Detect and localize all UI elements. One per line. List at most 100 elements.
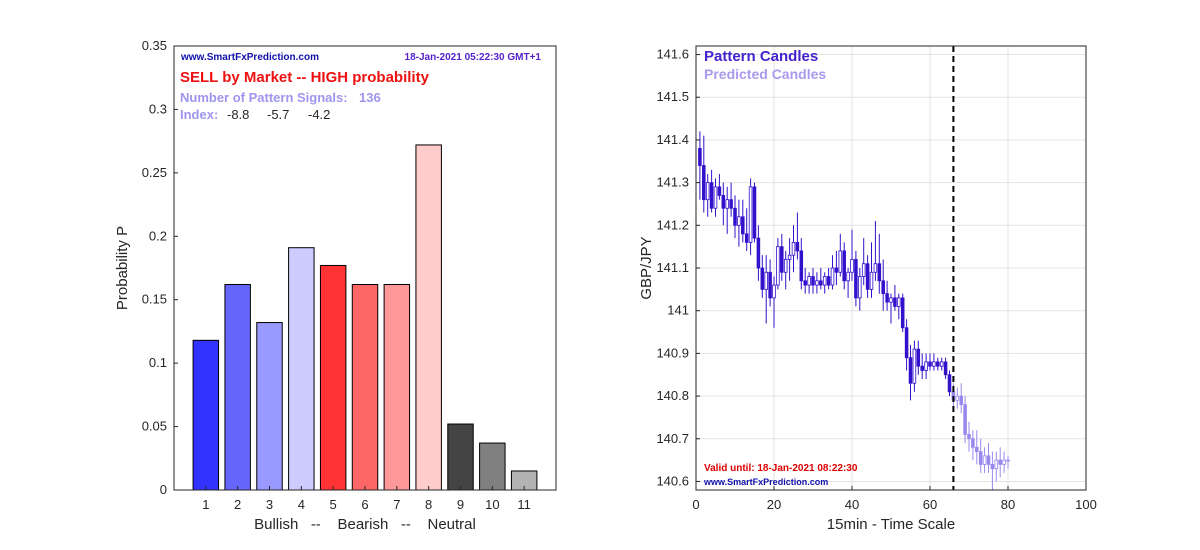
candle-body <box>725 199 729 209</box>
y-tick-label: 141.1 <box>656 260 689 275</box>
left-x-ticks: 1 2 3 4 5 6 7 8 9 10 11 <box>202 486 531 512</box>
y-tick-label: 140.8 <box>656 388 689 403</box>
bar-series <box>192 144 538 491</box>
candle-body <box>897 297 901 307</box>
candle-body <box>939 361 944 367</box>
x-tick-label-9: 9 <box>457 497 464 512</box>
candle-body <box>971 438 975 448</box>
x-tick-label-2: 2 <box>234 497 241 512</box>
pattern-candles <box>698 131 952 401</box>
candle-body <box>943 361 948 376</box>
y-tick-label: 141.5 <box>656 89 689 104</box>
candle-body <box>787 254 792 260</box>
candle-body <box>928 361 932 367</box>
x-tick-label-5: 5 <box>330 497 337 512</box>
candle-body <box>975 446 979 452</box>
candle-body <box>834 267 839 273</box>
bar-6 <box>351 283 379 491</box>
candle-body <box>799 250 804 282</box>
candle-body <box>924 361 928 371</box>
site-annotation: www.SmartFxPrediction.com <box>180 52 319 63</box>
candle-body <box>803 280 807 286</box>
candle-body <box>865 263 870 290</box>
signal-annotation: SELL by Market -- HIGH probability <box>180 69 430 86</box>
x-tick-label: 100 <box>1075 497 1097 512</box>
x-tick-label-8: 8 <box>425 497 432 512</box>
y-tick-label: 141.6 <box>656 47 689 62</box>
candle-body <box>986 455 991 465</box>
candle-body <box>959 395 963 406</box>
valid-until-annotation: Valid until: 18-Jan-2021 08:22:30 <box>704 463 858 474</box>
candle-body <box>1002 459 1006 465</box>
x-tick-label: 60 <box>923 497 937 512</box>
y-tick-label: 141.3 <box>656 175 689 190</box>
left-x-axis-label: Bullish -- Bearish -- Neutral <box>254 516 476 533</box>
y-tick-label: 0.2 <box>149 228 167 243</box>
candle-body <box>791 241 796 256</box>
right-y-axis-label: GBP/JPY <box>638 236 655 299</box>
candle-body <box>1006 459 1010 462</box>
candle-body <box>819 280 823 286</box>
candle-body <box>807 276 811 286</box>
y-tick-label: 0.3 <box>149 101 167 116</box>
candle-body <box>705 182 710 201</box>
candle-body <box>908 357 913 384</box>
x-tick-label: 40 <box>845 497 859 512</box>
candle-body <box>822 276 827 286</box>
bar-5 <box>319 264 347 491</box>
right-plot-frame <box>695 45 1087 491</box>
legend-pattern-candles: Pattern Candles <box>704 48 818 65</box>
candle-body <box>873 263 878 273</box>
bar-9 <box>447 423 474 491</box>
y-tick-label: 0.1 <box>149 355 167 370</box>
candle-body <box>990 463 995 470</box>
y-tick-label: 0.05 <box>142 419 167 434</box>
candle-body <box>838 250 843 273</box>
candle-body <box>768 271 772 299</box>
x-tick-label-3: 3 <box>266 497 273 512</box>
right-x-ticks: 0 20 40 60 80 100 <box>692 486 1097 512</box>
y-tick-label: 0 <box>160 482 167 497</box>
bar-8 <box>415 144 442 491</box>
timestamp-annotation: 18-Jan-2021 05:22:30 GMT+1 <box>405 52 542 63</box>
candle-body <box>713 186 718 209</box>
candle-body <box>721 195 726 209</box>
right-site-annotation: www.SmartFxPrediction.com <box>703 477 828 487</box>
x-tick-label-11: 11 <box>517 497 531 512</box>
y-tick-label: 140.7 <box>656 431 689 446</box>
bar-2 <box>224 283 251 491</box>
bar-7 <box>383 283 411 491</box>
index-value-2: -5.7 <box>267 107 289 122</box>
candle-body <box>947 374 952 393</box>
index-label: Index: <box>180 107 218 122</box>
bar-4 <box>288 247 315 491</box>
candle-body <box>885 293 889 303</box>
right-x-axis-label: 15min - Time Scale <box>827 516 955 533</box>
y-tick-label: 0.15 <box>142 292 167 307</box>
candle-body <box>889 297 893 303</box>
x-tick-label-7: 7 <box>393 497 400 512</box>
index-value-1: -8.8 <box>227 107 249 122</box>
right-y-ticks: 140.6 140.7 140.8 140.9 141 141.1 141.2 141.3 14… <box>656 47 700 488</box>
pattern-signals-label: Number of Pattern Signals: <box>180 90 348 105</box>
candle-body <box>932 361 936 367</box>
candle-body <box>904 327 909 359</box>
candle-body <box>994 459 999 470</box>
candle-body <box>760 267 765 290</box>
candle-body <box>776 246 780 286</box>
candle-body <box>854 259 858 299</box>
candle-body <box>702 165 706 201</box>
candle-body <box>709 182 714 209</box>
candle-body <box>795 241 800 252</box>
candle-body <box>963 404 967 435</box>
candle-body <box>846 271 850 282</box>
candle-body <box>744 233 749 243</box>
bar-3 <box>256 322 283 491</box>
candle-body <box>772 284 776 299</box>
candle-body <box>826 276 831 286</box>
candle-body <box>893 297 897 307</box>
pattern-signals-value: 136 <box>359 90 381 105</box>
y-tick-label: 140.6 <box>656 473 689 488</box>
candle-body <box>978 451 983 465</box>
candle-body <box>916 348 921 367</box>
